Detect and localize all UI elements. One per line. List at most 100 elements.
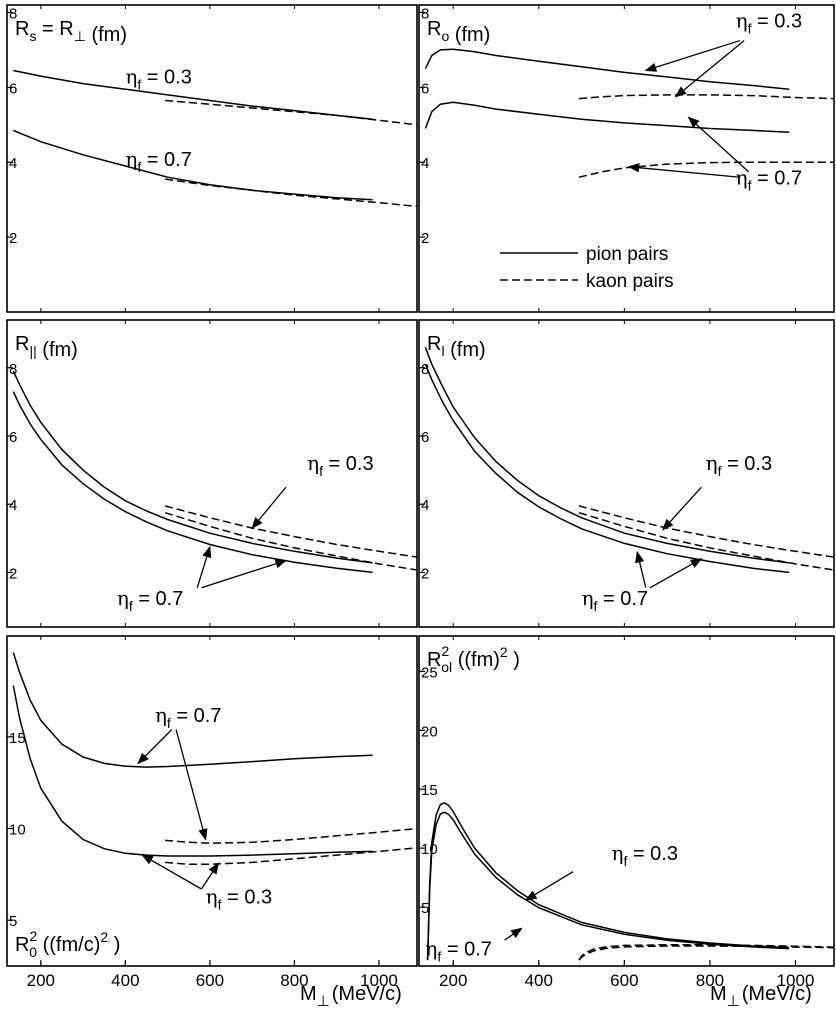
y-tick-label: 4 [9,497,17,514]
panel-rl: 2 4 6 8 ηf = 0.3 ηf = 0.7 Rl (fm) [418,319,835,628]
x-tick-label: 1000 [777,971,815,990]
panel-frame [6,319,418,628]
y-tick-label: 8 [421,5,429,22]
panel-title: Ro (fm) [427,18,490,46]
panel-title: Rl (fm) [427,333,486,361]
legend-solid-label: pion pairs [586,244,668,265]
series-line-dashed [578,511,835,571]
y-tick-label: 10 [9,822,26,839]
annotation-arrow [662,486,702,531]
annotation-arrow [200,862,219,890]
panel-frame [418,319,835,628]
annotation-arrow [201,559,288,589]
annotation-arrow [687,116,749,173]
y-tick-label: 6 [421,80,429,97]
x-tick-label: 400 [525,971,553,990]
series-line-solid [424,101,790,134]
panel-rpar: 2 4 6 8 ηf = 0.3 ηf = 0.7 R|| (fm) [6,319,418,628]
x-axis-label-left: M⊥ (MeV/c) [300,983,402,1007]
annotation-arrow [196,545,212,588]
annotation-arrow [504,927,523,941]
panel-frame [418,635,835,967]
annotation-arrow [251,486,287,529]
x-tick-label: 200 [27,971,55,990]
y-tick-label: 20 [421,723,438,740]
annotation-arrow [524,871,574,901]
x-tick-label: 600 [196,971,224,990]
panel-rs: 2 4 6 8 ηf = 0.3 ηf = 0.7 Rs = R⊥ (fm) [6,4,418,313]
panel-rolsq: 5 10 15 20 25 200 400 600 800 1000 ηf = 0.3 ηf = 0.… [418,635,835,990]
annotation-arrow [141,854,202,890]
annotation-arrow [627,163,740,178]
y-tick-label: 2 [421,565,429,582]
series-line-solid [13,129,373,201]
series-line-solid [12,370,373,564]
series-line-dashed [578,944,835,961]
panel-title: R|| (fm) [15,333,78,361]
x-tick-label: 600 [610,971,638,990]
y-tick-label: 4 [421,155,429,172]
x-tick-label: 1000 [360,971,398,990]
y-tick-label: 4 [9,155,17,172]
annotation-arrow [137,729,173,765]
annotation-arrow [175,729,208,841]
series-line-dashed [164,511,418,571]
panel-title: Rs = R⊥ (fm) [15,18,127,46]
annotation-arrow [674,40,745,98]
y-tick-label: 8 [9,361,17,378]
annotation-arrow [635,550,647,588]
y-tick-label: 8 [421,361,429,378]
panel-frame [6,635,418,967]
panel-title: R2 ol ((fm)2 ) [427,643,520,675]
y-tick-label: 6 [421,429,429,446]
series-line-solid [12,652,373,768]
y-tick-label: 10 [421,841,438,858]
annotation-label: ηf = 0.7 [736,166,802,194]
x-tick-label: 400 [111,971,139,990]
y-tick-label: 25 [421,664,438,681]
series-line-dashed [578,505,835,558]
series-line-solid [12,685,373,857]
y-tick-label: 5 [9,913,17,930]
y-tick-label: 2 [9,230,17,247]
panel-ro: 2 4 6 8 ηf = 0.3 ηf = 0.7 Ro (fm) [418,4,835,313]
y-tick-label: 6 [9,429,17,446]
x-axis-label-right: M⊥ (MeV/c) [710,983,812,1007]
series-line-dashed [578,161,834,178]
y-tick-label: 8 [9,5,17,22]
series-line-dashed [578,94,835,100]
series-line-dashed [578,945,835,961]
annotation-label: ηf = 0.7 [582,586,648,614]
annotation-label: ηf = 0.7 [425,936,491,964]
annotation-label: ηf = 0.3 [736,8,802,36]
y-tick-label: 2 [9,565,17,582]
legend-dashed-label: kaon pairs [586,271,674,292]
annotation-label: ηf = 0.3 [706,451,772,479]
annotation-label: ηf = 0.7 [155,703,221,731]
panel-frame [6,4,418,313]
annotation-label: ηf = 0.3 [206,885,272,913]
y-tick-label: 15 [9,730,26,747]
series-line-dashed [165,99,418,126]
annotation-label: ηf = 0.7 [117,586,183,614]
annotation-label: ηf = 0.3 [125,65,191,93]
annotation-label: ηf = 0.7 [125,147,191,175]
y-tick-label: 5 [421,900,429,917]
annotation-label: ηf = 0.3 [307,451,373,479]
legend: pion pairs kaon pairs [500,244,674,292]
panel-frame [418,4,835,313]
series-line-solid [424,48,790,90]
series-line-dashed [165,827,418,844]
series-line-solid [12,391,373,574]
series-line-solid [13,69,373,120]
panel-r0sq: 5 10 15 200 400 600 800 1000 ηf = 0.7 ηf = 0.3 R2 0… [6,635,418,990]
annotation-label: ηf = 0.3 [612,841,678,869]
x-tick-label: 800 [280,971,308,990]
x-tick-label: 800 [696,971,724,990]
y-tick-label: 6 [9,80,17,97]
series-line-solid [424,347,790,564]
x-tick-label: 200 [439,971,467,990]
series-line-dashed [164,505,418,558]
y-tick-label: 4 [421,497,429,514]
